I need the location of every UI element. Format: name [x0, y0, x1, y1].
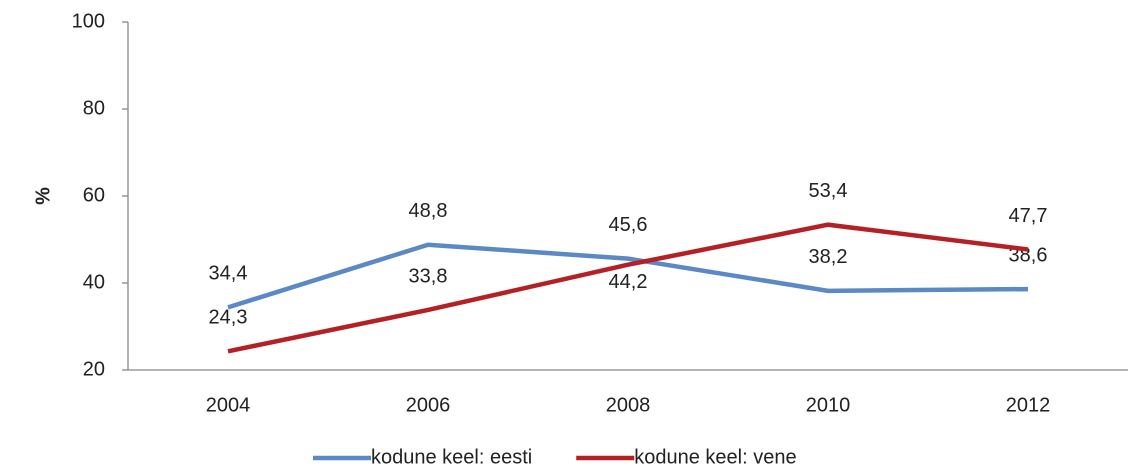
y-tick-label: 40 — [83, 271, 105, 293]
data-label: 24,3 — [209, 307, 248, 329]
legend-label: kodune keel: eesti — [371, 446, 532, 468]
x-tick-label: 2012 — [1006, 394, 1051, 416]
x-tick-label: 2010 — [806, 394, 851, 416]
x-tick-label: 2006 — [406, 394, 451, 416]
legend-label: kodune keel: vene — [634, 446, 796, 468]
data-label: 34,4 — [209, 263, 248, 285]
x-tick-label: 2008 — [606, 394, 651, 416]
data-label: 47,7 — [1009, 205, 1048, 227]
data-label: 44,2 — [609, 271, 648, 293]
y-axis-label: % — [32, 187, 54, 205]
y-tick-label: 80 — [83, 97, 105, 119]
x-tick-label: 2004 — [206, 394, 251, 416]
y-tick-label: 60 — [83, 184, 105, 206]
data-label: 45,6 — [609, 214, 648, 236]
series-line — [227, 242, 1029, 310]
data-label: 33,8 — [409, 265, 448, 287]
series-line — [227, 222, 1029, 354]
data-label: 38,2 — [809, 246, 848, 268]
data-label: 48,8 — [409, 200, 448, 222]
y-tick-label: 20 — [83, 358, 105, 380]
y-tick-label: 100 — [72, 10, 105, 32]
data-label: 53,4 — [809, 180, 848, 202]
